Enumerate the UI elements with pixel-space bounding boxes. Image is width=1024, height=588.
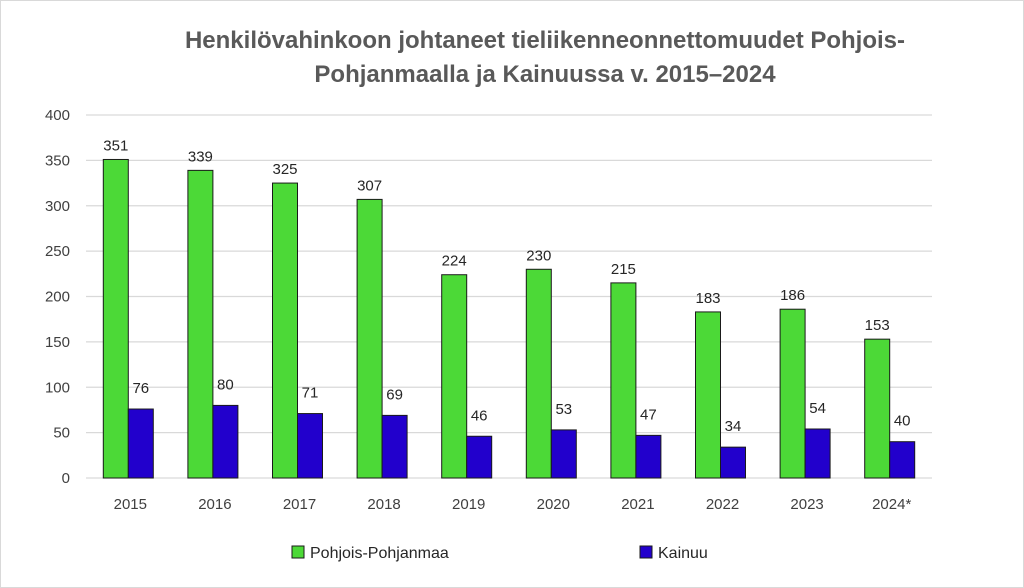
data-label: 76 (132, 380, 149, 397)
data-label: 69 (386, 386, 403, 403)
data-label: 307 (357, 177, 382, 194)
y-tick-label: 350 (45, 152, 70, 169)
data-label: 47 (640, 406, 657, 423)
bar-pohjois-pohjanmaa (272, 182, 298, 479)
data-label: 183 (695, 290, 720, 307)
bar-kainuu (297, 413, 323, 479)
data-label: 71 (302, 385, 319, 402)
data-label: 230 (526, 247, 551, 264)
x-tick-label: 2022 (706, 496, 739, 513)
y-tick-label: 0 (62, 470, 70, 487)
x-tick-label: 2018 (367, 496, 400, 513)
y-tick-label: 250 (45, 243, 70, 260)
bar-pohjois-pohjanmaa (779, 308, 806, 479)
y-tick-label: 400 (45, 107, 70, 124)
bar-pohjois-pohjanmaa (610, 282, 637, 479)
x-tick-label: 2015 (114, 496, 147, 513)
bar-pohjois-pohjanmaa (187, 169, 214, 479)
legend-swatch (291, 545, 305, 559)
y-tick-label: 200 (45, 289, 70, 306)
data-label: 325 (272, 161, 297, 178)
data-label: 351 (103, 137, 128, 154)
bar-pohjois-pohjanmaa (525, 268, 552, 479)
bar-pohjois-pohjanmaa (864, 338, 891, 479)
x-tick-label: 2020 (537, 496, 570, 513)
chart-title-line-2: Pohjanmaalla ja Kainuussa v. 2015–2024 (314, 61, 776, 88)
y-tick-label: 50 (53, 425, 70, 442)
bar-pohjois-pohjanmaa (695, 311, 721, 479)
bar-kainuu (127, 408, 154, 479)
x-tick-label: 2019 (452, 496, 485, 513)
data-label: 53 (555, 401, 572, 418)
y-tick-label: 150 (45, 334, 70, 351)
x-tick-label: 2017 (283, 496, 316, 513)
data-label: 339 (188, 148, 213, 165)
bar-pohjois-pohjanmaa (356, 198, 383, 479)
y-tick-label: 300 (45, 198, 70, 215)
x-tick-label: 2023 (790, 496, 823, 513)
data-label: 186 (780, 287, 805, 304)
data-label: 153 (865, 317, 890, 334)
legend-label: Pohjois-Pohjanmaa (310, 545, 449, 562)
data-label: 80 (217, 376, 234, 393)
bar-kainuu (635, 434, 662, 479)
bar-pohjois-pohjanmaa (102, 158, 129, 479)
bar-kainuu (720, 446, 746, 479)
data-label: 34 (725, 418, 742, 435)
bar-kainuu (466, 435, 493, 479)
data-label: 46 (471, 407, 488, 424)
bar-kainuu (381, 414, 408, 479)
legend-label: Kainuu (658, 545, 708, 562)
data-label: 215 (611, 261, 636, 278)
x-tick-label: 2024* (872, 496, 911, 513)
bar-kainuu (212, 404, 239, 479)
bar-kainuu (804, 428, 831, 479)
data-label: 40 (894, 413, 911, 430)
legend-swatch (639, 545, 653, 559)
y-tick-label: 100 (45, 379, 70, 396)
data-label: 54 (809, 400, 826, 417)
data-label: 224 (442, 253, 467, 270)
x-tick-label: 2016 (198, 496, 231, 513)
bar-kainuu (550, 429, 577, 479)
chart-title-line-1: Henkilövahinkoon johtaneet tieliikenneon… (184, 27, 906, 54)
bar-pohjois-pohjanmaa (441, 274, 468, 479)
chart-title: Henkilövahinkoon johtaneet tieliikenneon… (100, 24, 990, 92)
bar-kainuu (889, 441, 916, 479)
x-tick-label: 2021 (621, 496, 654, 513)
